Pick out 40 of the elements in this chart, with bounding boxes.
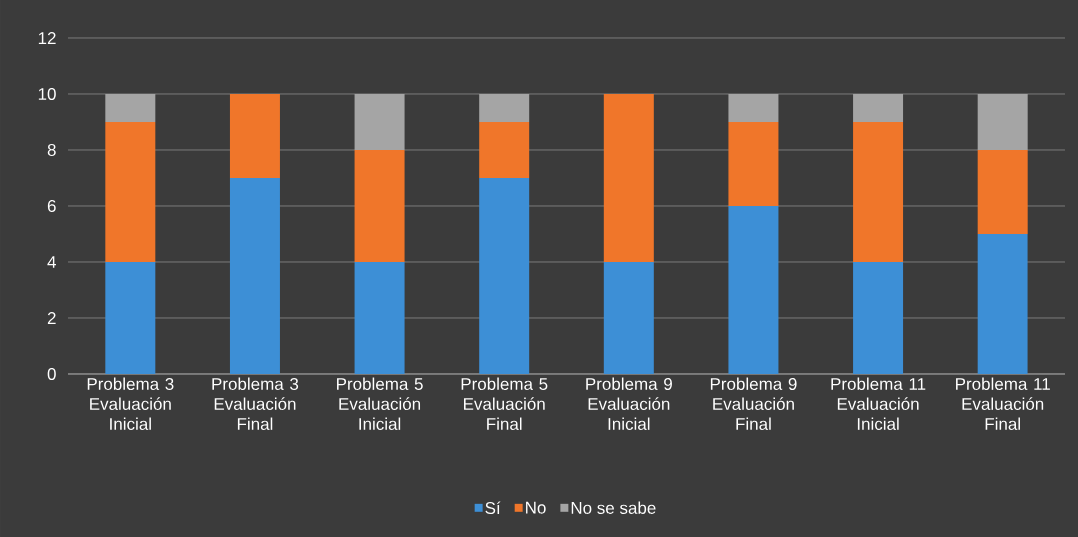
bar xyxy=(977,93,1028,150)
x-tick-label: Problema 9 Evaluación Final xyxy=(710,377,797,431)
bar xyxy=(105,93,156,122)
x-tick-label: Problema 3 Evaluación Final xyxy=(212,377,299,431)
bar xyxy=(728,205,779,374)
y-tick-label: 10 xyxy=(38,87,56,101)
legend-label: Sí xyxy=(485,501,501,515)
bar xyxy=(977,233,1028,374)
bar xyxy=(354,149,405,262)
bar xyxy=(105,261,156,374)
x-tick-label: Problema 5 Evaluación Final xyxy=(461,377,548,431)
bar xyxy=(479,177,530,374)
x-tick-label: Problema 11 Evaluación Inicial xyxy=(831,377,926,431)
bar xyxy=(479,93,530,122)
bar xyxy=(728,121,779,206)
legend-label: No xyxy=(526,501,546,514)
bar xyxy=(603,261,654,374)
y-tick-label: 12 xyxy=(38,32,56,44)
bar xyxy=(853,261,904,374)
bar xyxy=(977,149,1028,234)
y-tick-label: 8 xyxy=(47,143,56,157)
bar xyxy=(728,93,779,122)
x-tick-label: Problema 9 Evaluación Inicial xyxy=(586,377,672,431)
bar xyxy=(479,121,530,178)
bar xyxy=(354,261,405,374)
y-tick-label: 2 xyxy=(47,312,56,324)
bar xyxy=(853,93,904,122)
bar xyxy=(105,121,156,262)
legend-label: No se sabe xyxy=(571,501,656,514)
x-tick-label: Problema 5 Evaluación Inicial xyxy=(337,377,423,431)
bar xyxy=(229,177,280,374)
bar xyxy=(603,93,654,262)
y-tick-label: 0 xyxy=(47,367,56,381)
bar xyxy=(229,93,280,178)
bar xyxy=(354,93,405,150)
x-tick-label: Problema 3 Evaluación Inicial xyxy=(87,377,174,431)
x-tick-label: Problema 11 Evaluación Final xyxy=(956,377,1050,431)
bar xyxy=(853,121,904,262)
y-tick-label: 6 xyxy=(47,199,56,213)
y-tick-label: 4 xyxy=(47,256,56,268)
